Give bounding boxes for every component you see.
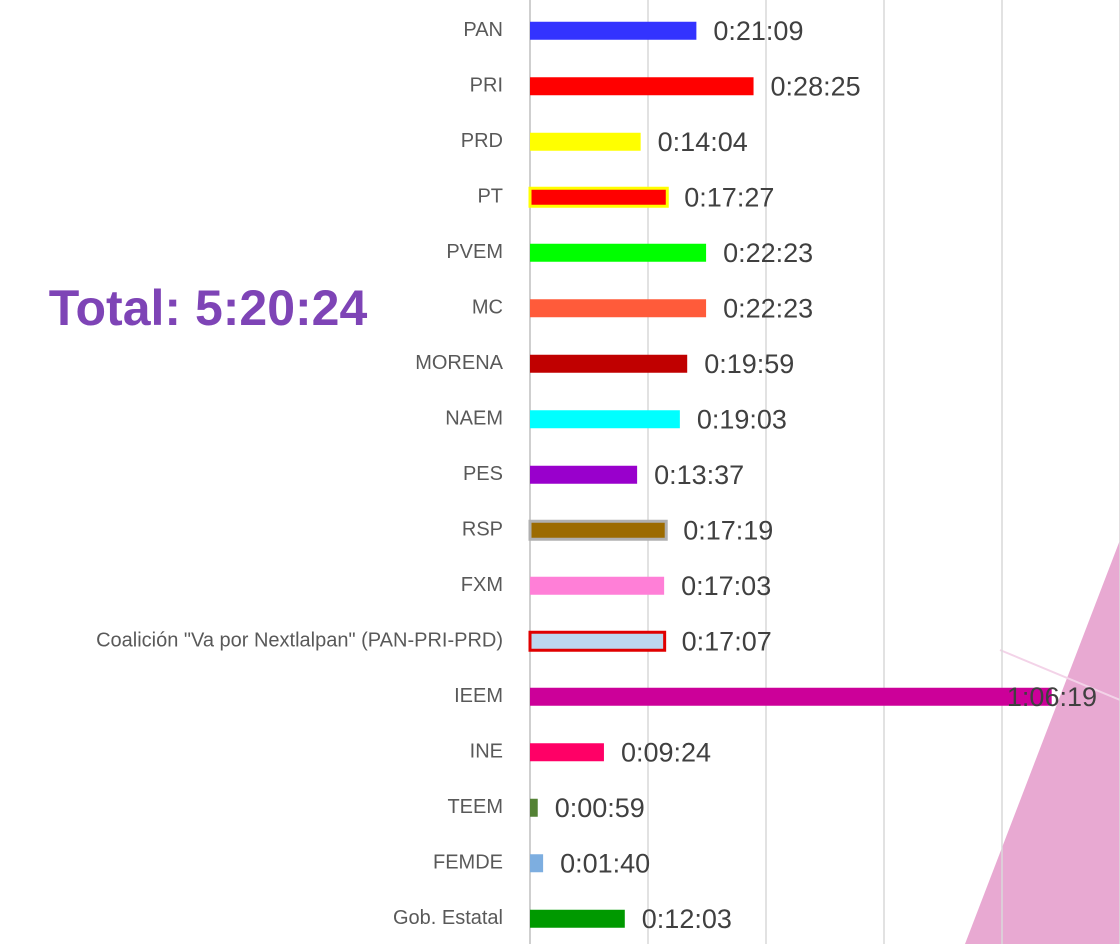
y-tick-label: NAEM xyxy=(445,408,503,430)
bar xyxy=(530,798,538,817)
bar xyxy=(530,909,625,928)
y-tick-label: INE xyxy=(470,741,503,763)
y-tick-label: MC xyxy=(472,297,503,319)
data-label: 0:22:23 xyxy=(723,238,813,268)
y-tick-label: PVEM xyxy=(446,241,503,263)
bar xyxy=(530,354,688,373)
bar xyxy=(530,243,707,262)
data-label: 0:14:04 xyxy=(658,127,748,157)
bar xyxy=(530,465,638,484)
data-label: 0:17:07 xyxy=(682,626,772,656)
y-tick-label: PRD xyxy=(461,130,503,152)
data-label: 0:09:24 xyxy=(621,737,711,767)
data-label: 0:00:59 xyxy=(555,793,645,823)
data-label: 0:21:09 xyxy=(713,16,803,46)
y-tick-label: PRI xyxy=(470,75,503,97)
data-label: 1:06:19 xyxy=(1007,682,1097,712)
background-decoration xyxy=(999,649,1120,701)
data-label: 0:17:19 xyxy=(683,515,773,545)
bar xyxy=(530,132,641,151)
y-tick-label: PT xyxy=(477,186,503,208)
bar xyxy=(530,576,665,595)
y-tick-label: IEEM xyxy=(454,685,503,707)
y-tick-label: FEMDE xyxy=(433,852,503,874)
data-label: 0:01:40 xyxy=(560,848,650,878)
bar xyxy=(530,687,1052,706)
data-label: 0:17:03 xyxy=(681,571,771,601)
bar xyxy=(530,410,680,429)
bar xyxy=(530,854,544,873)
bar xyxy=(528,186,669,208)
data-label: 0:12:03 xyxy=(642,904,732,934)
y-tick-label: PAN xyxy=(463,19,503,41)
bar xyxy=(530,21,697,40)
y-tick-label: MORENA xyxy=(415,352,503,374)
background-decoration xyxy=(965,540,1120,944)
bar xyxy=(530,299,707,318)
bar xyxy=(528,630,667,652)
data-label: 0:17:27 xyxy=(684,182,774,212)
y-tick-label: FXM xyxy=(461,574,503,596)
y-tick-label: RSP xyxy=(462,519,503,541)
y-tick-label: TEEM xyxy=(447,796,503,818)
y-tick-label: PES xyxy=(463,463,503,485)
bar xyxy=(528,519,668,541)
y-tick-label: Gob. Estatal xyxy=(393,907,503,929)
data-label: 0:19:03 xyxy=(697,404,787,434)
bar xyxy=(530,743,604,762)
total-annotation: Total: 5:20:24 xyxy=(49,280,368,336)
data-label: 0:13:37 xyxy=(654,460,744,490)
data-label: 0:22:23 xyxy=(723,293,813,323)
y-tick-label: Coalición "Va por Nextlalpan" (PAN-PRI-P… xyxy=(96,630,503,652)
bar xyxy=(530,77,754,96)
data-label: 0:19:59 xyxy=(704,349,794,379)
data-label: 0:28:25 xyxy=(771,71,861,101)
